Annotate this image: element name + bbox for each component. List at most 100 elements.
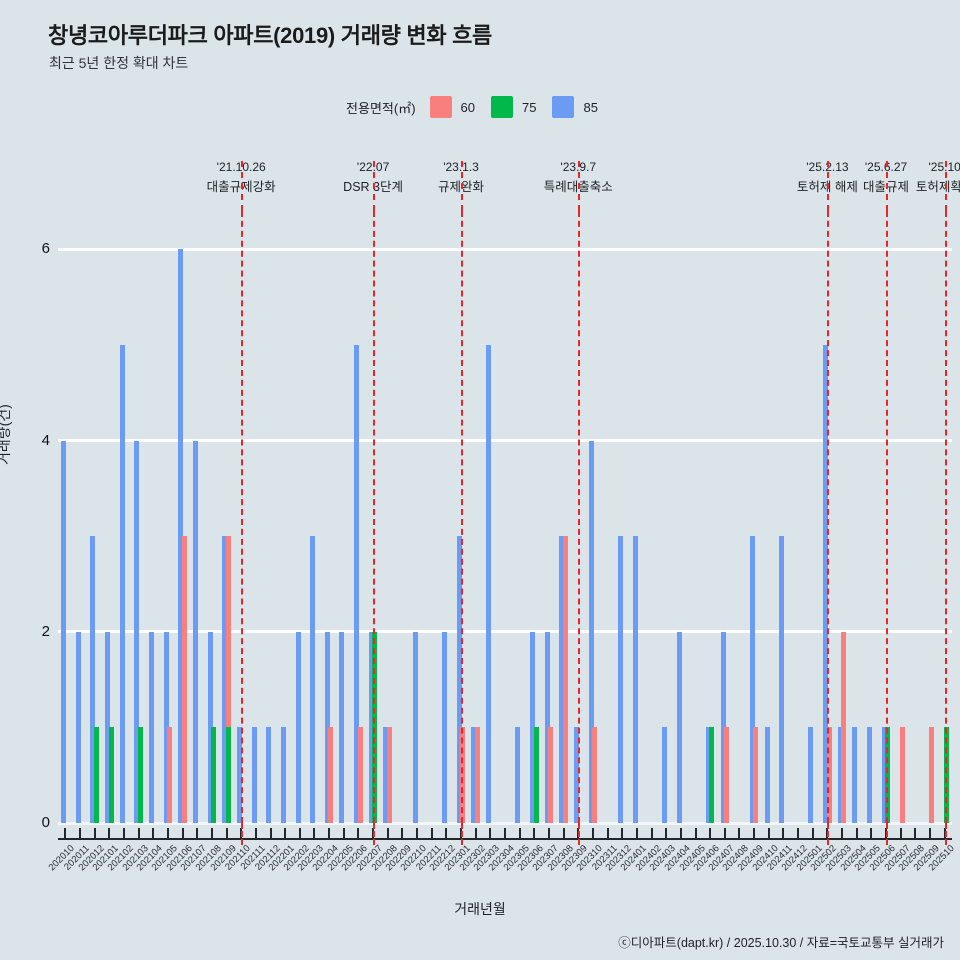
gridline-2 — [58, 630, 952, 634]
bar-85-202111[interactable] — [251, 727, 257, 823]
bar-85-202012[interactable] — [90, 536, 96, 823]
bar-85-202105[interactable] — [163, 631, 169, 823]
x-tick-mark — [899, 828, 902, 838]
event-date: '23.1.3 — [443, 160, 479, 174]
bar-85-202203[interactable] — [310, 536, 316, 823]
bar-85-202406[interactable] — [705, 727, 711, 823]
bar-85-202308[interactable] — [559, 536, 565, 823]
bar-85-202312[interactable] — [617, 536, 623, 823]
x-tick-mark — [518, 828, 521, 838]
x-tick-mark — [929, 828, 932, 838]
bar-85-202309[interactable] — [573, 727, 579, 823]
legend-item-75[interactable]: 75 — [491, 96, 536, 118]
legend-item-label: 60 — [460, 99, 476, 115]
bar-85-202201[interactable] — [280, 727, 286, 823]
bar-85-202108[interactable] — [207, 631, 213, 823]
bar-85-202501[interactable] — [808, 727, 814, 823]
legend-swatch-icon — [429, 96, 452, 118]
plot-area — [58, 211, 952, 825]
legend-item-85[interactable]: 85 — [552, 96, 598, 118]
x-tick-mark — [914, 828, 917, 838]
bar-85-202106[interactable] — [178, 249, 184, 823]
bar-85-202305[interactable] — [515, 727, 521, 823]
bar-85-202011[interactable] — [75, 631, 81, 823]
bar-85-202205[interactable] — [339, 631, 345, 823]
bar-85-202411[interactable] — [779, 536, 785, 823]
bar-85-202505[interactable] — [867, 727, 873, 823]
bar-85-202206[interactable] — [354, 344, 360, 823]
bar-85-202208[interactable] — [383, 727, 389, 823]
bar-85-202212[interactable] — [442, 631, 448, 823]
bar-85-202504[interactable] — [852, 727, 858, 823]
bar-85-202401[interactable] — [632, 536, 638, 823]
bar-85-202404[interactable] — [676, 631, 682, 823]
x-tick-mark — [547, 828, 550, 838]
bar-85-202202[interactable] — [295, 631, 301, 823]
bar-85-202301[interactable] — [456, 536, 462, 823]
bar-85-202503[interactable] — [837, 727, 843, 823]
bar-60-202204[interactable] — [328, 727, 334, 823]
x-tick-mark — [650, 828, 653, 838]
bar-85-202409[interactable] — [749, 536, 755, 823]
bar-60-202109[interactable] — [225, 536, 231, 823]
bar-85-202302[interactable] — [471, 727, 477, 823]
bar-60-202307[interactable] — [548, 727, 554, 823]
bar-85-202101[interactable] — [104, 631, 110, 823]
bar-85-202210[interactable] — [412, 631, 418, 823]
bar-85-202102[interactable] — [119, 344, 125, 823]
x-tick-mark — [166, 828, 169, 838]
event-line-stub-bottom — [241, 823, 244, 845]
bar-85-202502[interactable] — [823, 344, 829, 823]
bar-60-202208[interactable] — [387, 727, 393, 823]
bar-60-202105[interactable] — [167, 727, 173, 823]
bar-85-202207[interactable] — [368, 631, 374, 823]
bar-60-202308[interactable] — [562, 536, 568, 823]
bar-85-202110[interactable] — [236, 727, 242, 823]
bar-75-202306[interactable] — [533, 727, 539, 823]
bar-75-202406[interactable] — [709, 727, 715, 823]
bar-85-202109[interactable] — [222, 536, 228, 823]
bar-75-202103[interactable] — [137, 727, 143, 823]
x-tick-mark — [738, 828, 741, 838]
event-line-stub-bottom — [886, 823, 889, 845]
bar-85-202506[interactable] — [881, 727, 887, 823]
bar-75-202012[interactable] — [93, 727, 99, 823]
bar-60-202302[interactable] — [474, 727, 480, 823]
bar-85-202303[interactable] — [486, 344, 492, 823]
bar-60-202206[interactable] — [357, 727, 363, 823]
bar-85-202103[interactable] — [134, 440, 140, 823]
bar-85-202104[interactable] — [148, 631, 154, 823]
legend-item-60[interactable]: 60 — [429, 96, 476, 118]
event-line-stub-top — [944, 161, 947, 211]
bar-60-202407[interactable] — [724, 727, 730, 823]
bar-85-202403[interactable] — [661, 727, 667, 823]
bar-60-202503[interactable] — [841, 631, 847, 823]
x-tick-mark — [489, 828, 492, 838]
bar-85-202407[interactable] — [720, 631, 726, 823]
event-line-stub-top — [827, 161, 830, 211]
bar-60-202509[interactable] — [929, 727, 935, 823]
bar-75-202109[interactable] — [225, 727, 231, 823]
bar-60-202409[interactable] — [753, 727, 759, 823]
bar-85-202112[interactable] — [266, 727, 272, 823]
bar-85-202310[interactable] — [588, 440, 594, 823]
bar-85-202410[interactable] — [764, 727, 770, 823]
y-axis-ticks: 0 2 4 6 — [0, 211, 50, 831]
x-tick-mark — [196, 828, 199, 838]
bar-60-202507[interactable] — [900, 727, 905, 823]
bar-75-202101[interactable] — [108, 727, 114, 823]
y-axis-label: 거래량(건) — [0, 404, 12, 465]
x-tick-mark — [313, 828, 316, 838]
bar-85-202010[interactable] — [61, 440, 67, 823]
bar-75-202108[interactable] — [211, 727, 217, 823]
y-tick-label: 2 — [41, 622, 50, 640]
x-tick-mark — [753, 828, 756, 838]
x-tick-mark — [430, 828, 433, 838]
bar-85-202204[interactable] — [324, 631, 330, 823]
bar-85-202107[interactable] — [192, 440, 198, 823]
x-tick-mark — [254, 828, 257, 838]
bar-85-202307[interactable] — [544, 631, 550, 823]
bar-60-202106[interactable] — [181, 536, 187, 823]
bar-60-202310[interactable] — [592, 727, 598, 823]
bar-85-202306[interactable] — [530, 631, 535, 823]
